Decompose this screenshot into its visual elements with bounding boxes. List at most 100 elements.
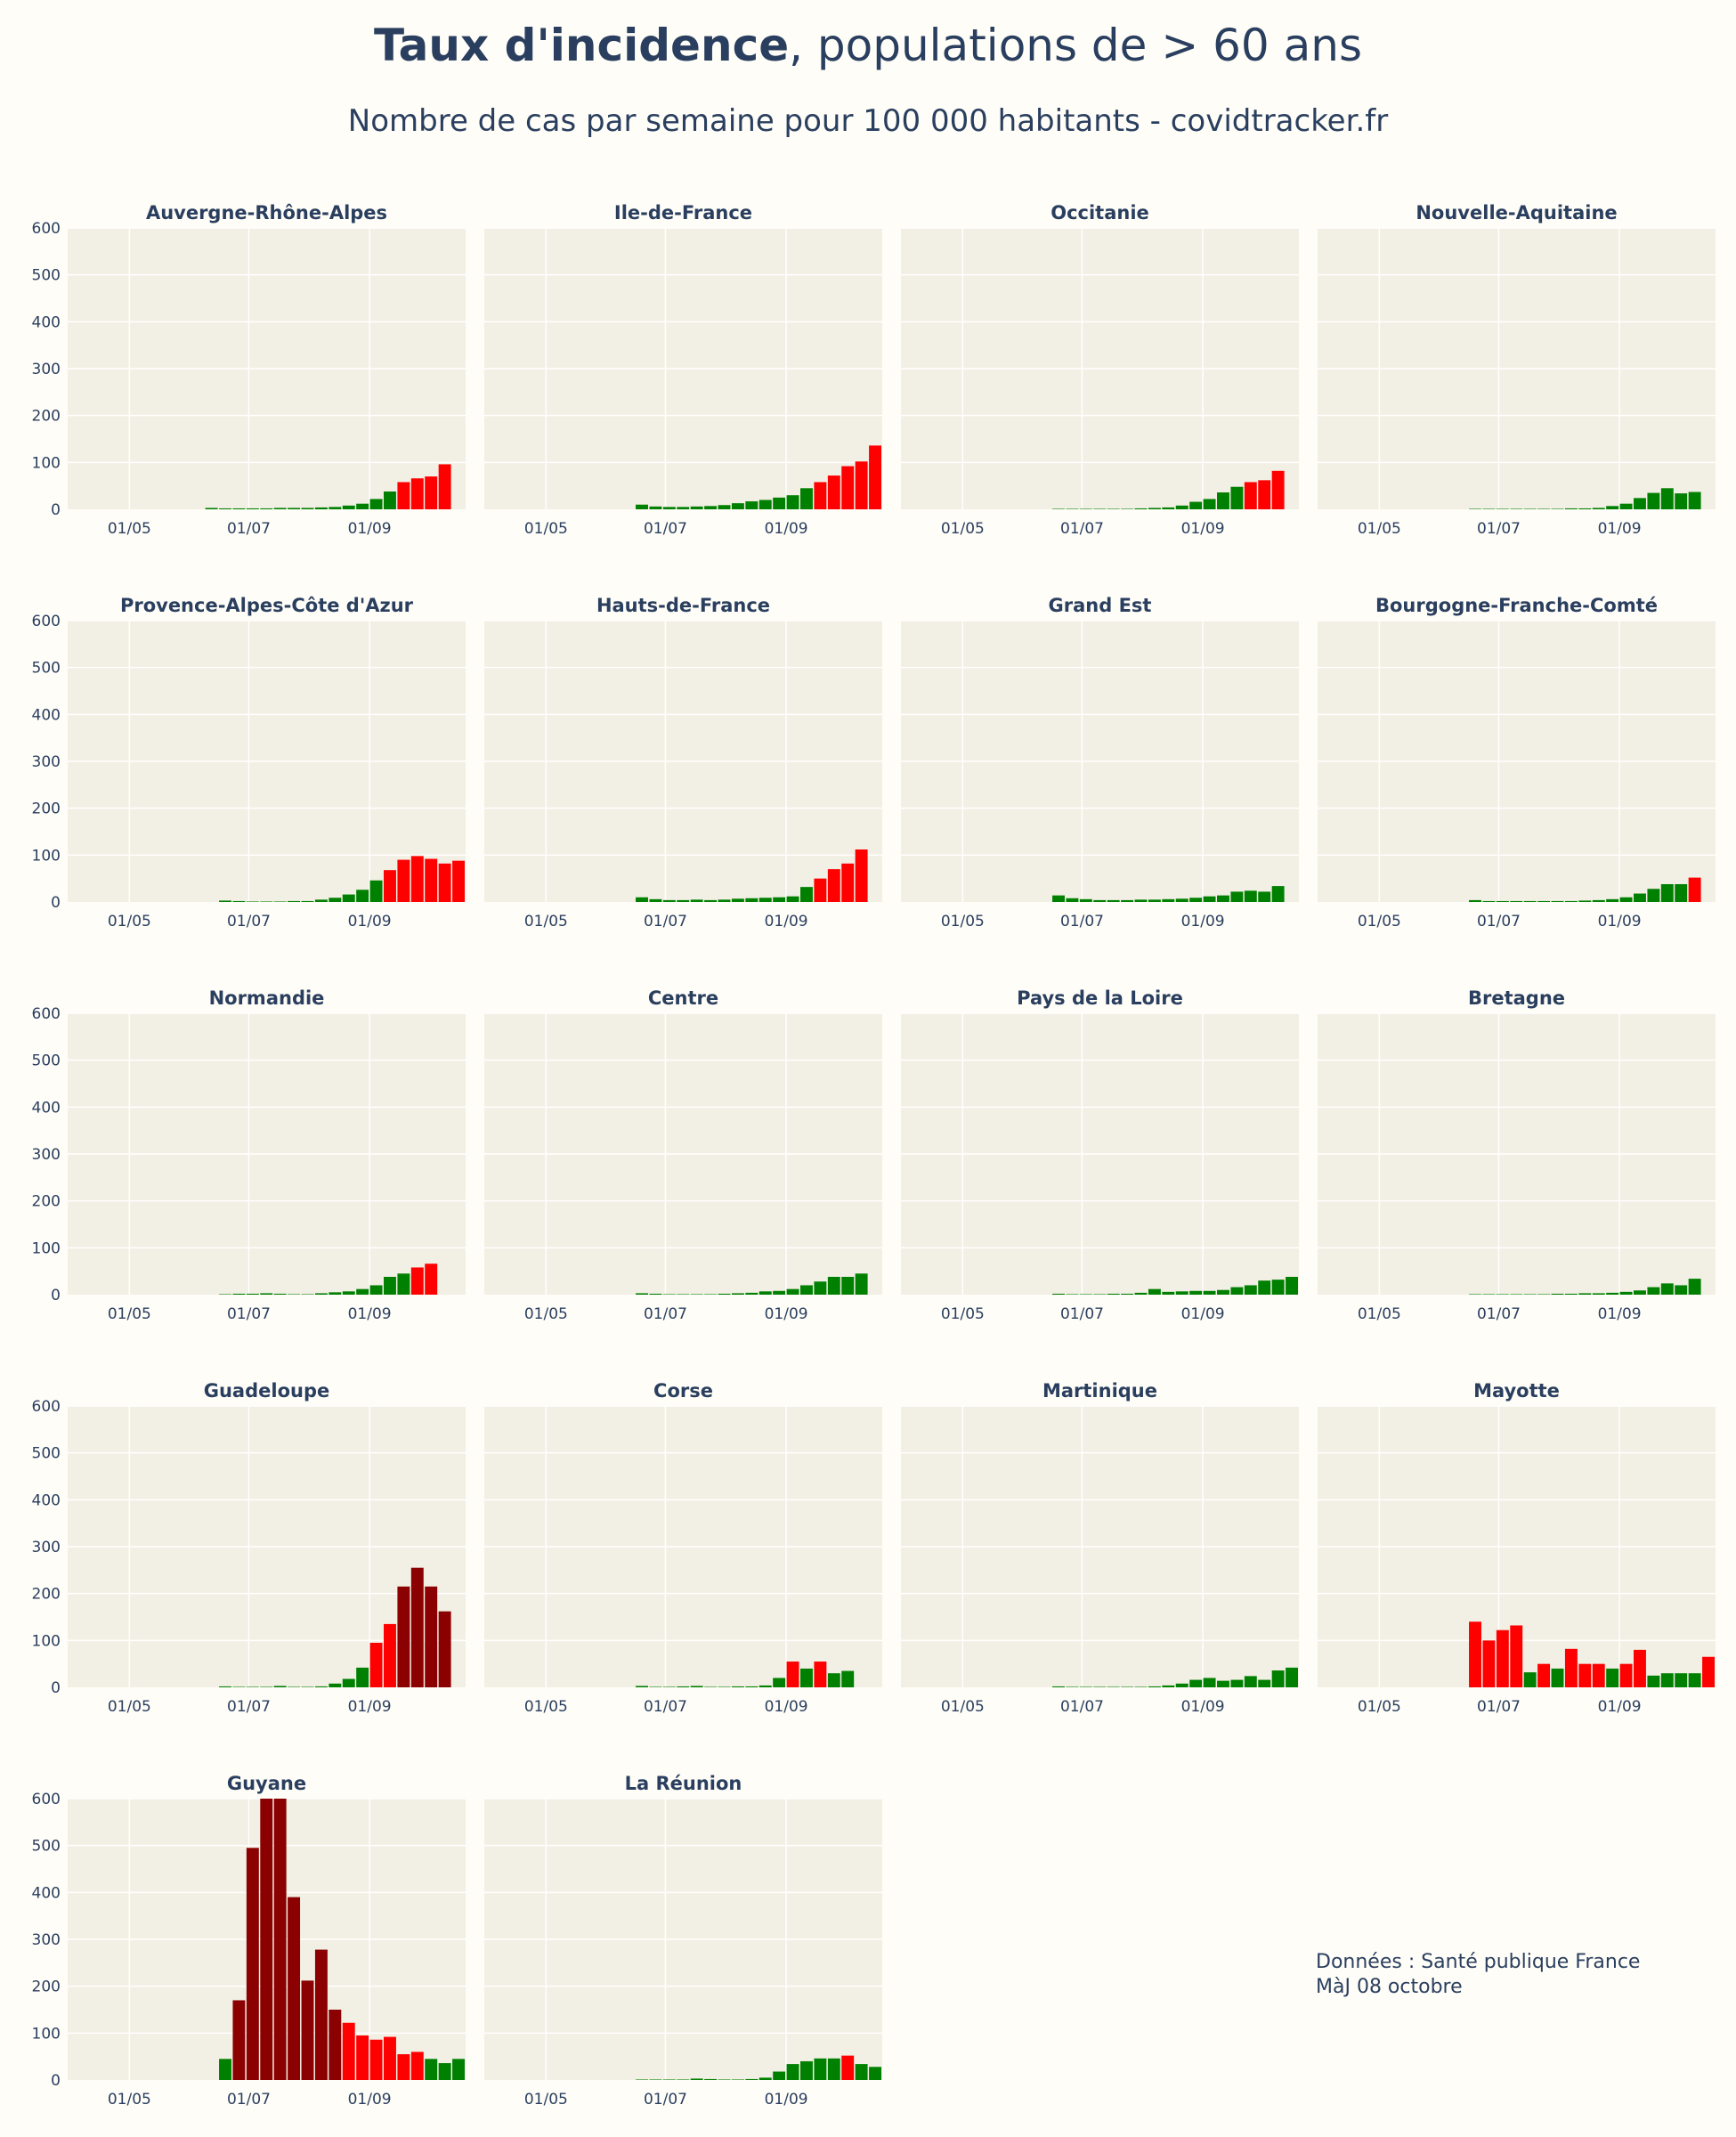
bar [1189,1679,1203,1687]
bar [260,1799,273,2080]
bar [662,2079,676,2080]
bar [438,863,451,902]
bar [1688,1673,1701,1687]
y-tick-label: 400 [32,1884,61,1902]
bar [1482,508,1496,509]
bar [301,1294,314,1295]
bar [1606,1668,1619,1687]
bar [246,1848,259,2080]
bar [1052,1686,1065,1687]
bar [704,1686,718,1687]
bar [301,508,314,509]
bar [301,1980,314,2080]
y-tick-label: 600 [32,1005,61,1023]
bar [1121,899,1134,902]
bar [1564,1293,1578,1295]
bar [260,901,273,902]
x-tick-label: 01/09 [1598,520,1642,538]
bar [773,897,786,902]
chart-title-rest: , populations de > 60 ans [789,20,1362,71]
panel-title: Centre [648,987,718,1009]
bar [1634,498,1646,509]
bar [1230,1287,1244,1295]
bar [1482,1640,1496,1687]
bar [1619,503,1633,509]
y-tick-label: 600 [32,1791,61,1808]
bar [800,2060,813,2080]
bar [369,880,383,902]
bar [1523,900,1537,902]
x-tick-label: 01/07 [227,520,271,538]
bar [410,1267,424,1295]
panel: Hauts-de-France 01/05 01/07 01/09 [484,595,882,930]
bar [342,505,355,509]
bar [1175,898,1188,902]
x-tick-label: 01/09 [348,1698,392,1716]
bar [288,1897,301,2080]
bar [1564,900,1578,902]
bar [1551,900,1564,902]
panel: Auvergne-Rhône-Alpes 0 100 200 300 400 500 600 0… [32,202,466,538]
bar [677,507,690,509]
bar [814,482,827,509]
x-tick-label: 01/05 [108,1305,151,1323]
bar [1093,1686,1107,1687]
bar [690,506,703,509]
panel: Guyane 0 100 200 300 400 500 600 01/05 01/07 01/09 [32,1773,466,2109]
bar [232,1686,246,1687]
bar [1217,895,1229,902]
bar [718,899,731,902]
bar [1578,508,1592,509]
bar [1537,900,1551,902]
x-tick-label: 01/09 [1598,1698,1642,1716]
y-tick-label: 500 [32,1838,61,1856]
bar [410,478,424,509]
x-tick-label: 01/09 [1598,1305,1642,1323]
panel-title: Normandie [209,987,325,1009]
x-tick-label: 01/09 [765,913,808,930]
bar [1469,508,1481,509]
bar [1578,1293,1592,1295]
bar [273,1293,287,1295]
bar [731,1293,744,1295]
x-tick-label: 01/09 [1181,913,1225,930]
bar [1510,508,1523,509]
chart-subtitle: Nombre de cas par semaine pour 100 000 h… [347,103,1389,139]
panel-title: Hauts-de-France [596,595,770,616]
bar [1271,1670,1285,1687]
bar [425,2059,438,2080]
bar [288,1294,301,1295]
bar [369,2039,383,2080]
x-tick-label: 01/07 [1477,1305,1521,1323]
y-tick-label: 0 [51,1287,61,1304]
bar [731,2079,744,2080]
panel: Provence-Alpes-Côte d'Azur 0 100 200 300 400 5… [32,595,466,930]
bar [1217,1680,1229,1687]
x-tick-label: 01/07 [1477,520,1521,538]
bar [1523,1672,1537,1687]
bar [356,1667,369,1687]
bar [1162,898,1175,902]
bar [273,508,287,509]
bar [1606,1292,1619,1295]
bar [232,2000,246,2080]
y-tick-label: 100 [32,1239,61,1257]
bar [219,900,231,902]
bar [773,1290,786,1295]
bar [1551,1668,1564,1687]
bar [1134,899,1148,902]
bar [855,849,868,902]
bar [1258,480,1271,509]
bar [1107,508,1120,509]
x-tick-label: 01/07 [1060,913,1104,930]
bar [731,898,744,902]
panel-title: Occitanie [1051,202,1149,223]
bar [1592,1293,1605,1295]
x-tick-label: 01/05 [941,1698,985,1716]
y-tick-label: 200 [32,800,61,818]
bar [1688,1279,1701,1295]
bar [1592,1663,1605,1687]
x-tick-label: 01/07 [1060,1305,1104,1323]
bar [342,1291,355,1295]
x-tick-label: 01/05 [1358,520,1401,538]
